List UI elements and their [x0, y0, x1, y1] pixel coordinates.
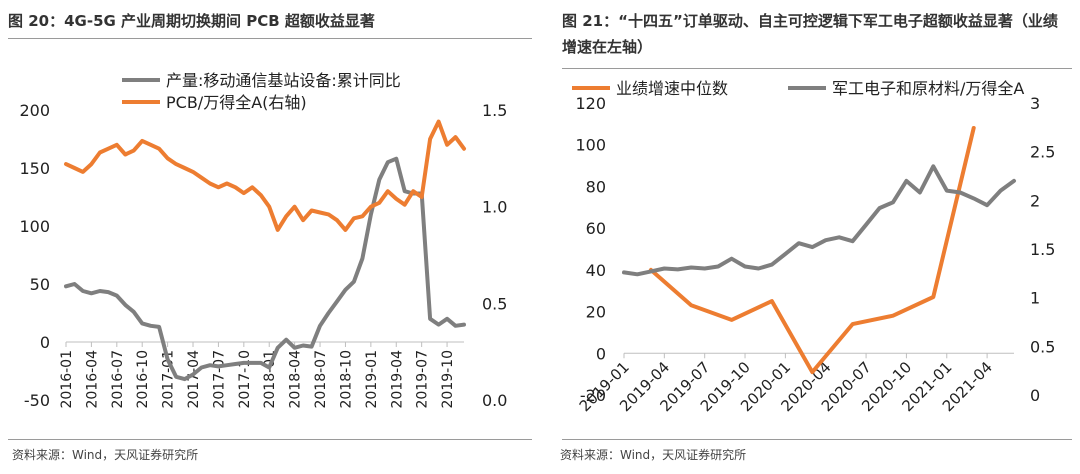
left-figure-panel: 图 20：4G-5G 产业周期切换期间 PCB 超额收益显著 -50 0 50 100…: [8, 12, 532, 462]
left-source-rule: [8, 439, 532, 440]
left-title-rule: [8, 38, 532, 39]
right-left-tick-label: 40: [586, 261, 606, 280]
right-figure-panel: 图 21：“十四五”订单驱动、自主可控逻辑下军工电子超额收益显著（业绩增速在左轴…: [548, 0, 1080, 474]
left-x-tick-label: 2016-01: [59, 350, 75, 409]
left-chart: -50 0 50 100 150 200 0.0 0.5 1.0 1.5 2016-01 2016-0…: [19, 71, 507, 410]
right-source-note: 资料来源：Wind，天风证券研究所: [560, 448, 747, 462]
left-x-tick-label: 2016-04: [84, 350, 100, 409]
left-left-tick-label: 50: [30, 275, 50, 294]
left-x-tick-label: 2018-04: [288, 350, 304, 409]
left-series-line-2: [64, 119, 466, 232]
left-x-tick-label: 2017-07: [211, 350, 227, 409]
left-right-tick-label: 0.0: [482, 391, 507, 410]
right-left-tick-label: 20: [586, 303, 606, 322]
left-x-tick-label: 2019-04: [389, 350, 405, 409]
right-left-tick-label: 80: [586, 177, 606, 196]
left-x-tick-label: 2016-10: [135, 350, 151, 409]
right-source-rule: [562, 439, 1072, 440]
right-right-tick-label: 2: [1030, 191, 1040, 210]
right-right-tick-label: 0.5: [1030, 337, 1055, 356]
right-left-tick-label: 100: [575, 136, 606, 155]
right-series-line-1: [648, 126, 976, 375]
right-legend-label-1: 业绩增速中位数: [616, 79, 728, 98]
right-left-tick-label: 60: [586, 219, 606, 238]
right-right-tick-label: 2.5: [1030, 143, 1055, 162]
left-x-tick-label: 2018-10: [338, 350, 354, 409]
left-x-tick-label: 2019-01: [364, 350, 380, 409]
left-right-tick-label: 1.0: [482, 198, 507, 217]
right-figure-title: 图 21：“十四五”订单驱动、自主可控逻辑下军工电子超额收益显著（业绩增速在左轴…: [562, 12, 1058, 56]
right-chart: -2002040608010012000.511.522.532019-0120…: [572, 79, 1055, 415]
left-x-tick-label: 2017-01: [161, 350, 177, 409]
left-series-line-1: [64, 156, 466, 382]
left-left-tick-label: -50: [24, 391, 50, 410]
right-right-tick-label: 0: [1030, 386, 1040, 405]
left-x-tick-label: 2018-07: [313, 350, 329, 409]
left-x-tick-label: 2019-07: [415, 350, 431, 409]
left-x-tick-label: 2017-04: [186, 350, 202, 409]
left-legend-label-2: PCB/万得全A(右轴): [166, 93, 307, 112]
right-title-rule: [562, 68, 1072, 69]
right-left-tick-label: 120: [575, 94, 606, 113]
left-source-note: 资料来源：Wind，天风证券研究所: [12, 448, 199, 462]
left-x-tick-label: 2016-07: [110, 350, 126, 409]
left-figure-title: 图 20：4G-5G 产业周期切换期间 PCB 超额收益显著: [8, 12, 375, 30]
left-left-tick-label: 0: [40, 333, 50, 352]
right-series-line-2: [622, 164, 1016, 277]
right-legend-label-2: 军工电子和原材料/万得全A: [832, 79, 1024, 98]
left-left-tick-label: 200: [19, 101, 50, 120]
right-left-tick-label: -20: [580, 386, 606, 405]
left-right-tick-label: 0.5: [482, 294, 507, 313]
right-right-tick-label: 1.5: [1030, 240, 1055, 259]
left-left-tick-label: 100: [19, 217, 50, 236]
right-left-tick-label: 0: [596, 344, 606, 363]
left-x-tick-label: 2018-01: [262, 350, 278, 409]
right-right-tick-label: 3: [1030, 94, 1040, 113]
left-x-tick-label: 2019-10: [440, 350, 456, 409]
left-left-tick-label: 150: [19, 159, 50, 178]
right-right-tick-label: 1: [1030, 289, 1040, 308]
left-x-tick-label: 2017-10: [237, 350, 253, 409]
left-legend-label-1: 产量:移动通信基站设备:累计同比: [166, 71, 401, 90]
left-right-tick-label: 1.5: [482, 101, 507, 120]
